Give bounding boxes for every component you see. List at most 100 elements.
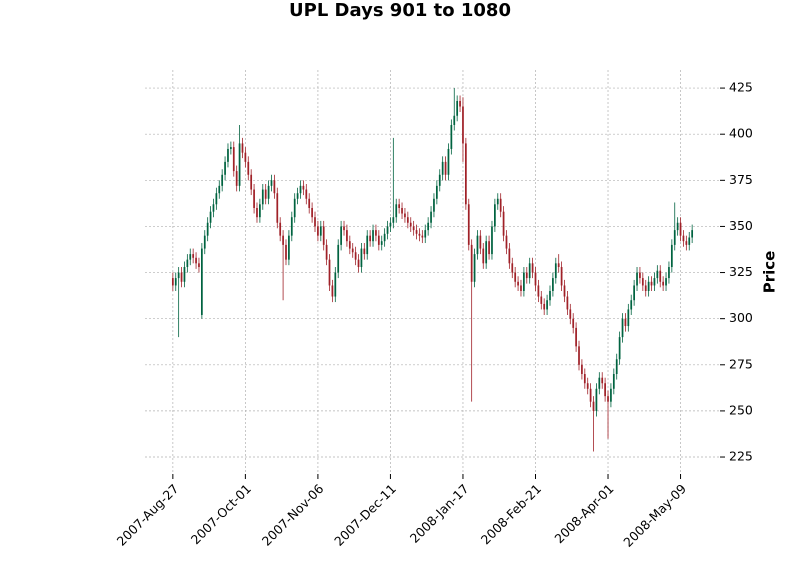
candle-body [215, 193, 218, 205]
candle-body [354, 252, 357, 260]
candle-body [386, 226, 389, 234]
candle-body [639, 272, 641, 279]
candle-body [427, 222, 430, 231]
candle-body [317, 226, 319, 236]
candle-body [618, 337, 621, 360]
candle-body [578, 346, 580, 365]
candle-body [357, 259, 360, 268]
candle-body [235, 171, 238, 186]
candle-body [375, 230, 377, 236]
candle-body [200, 248, 203, 315]
candle-body [438, 174, 441, 186]
candle-body [554, 263, 557, 279]
candle-body [479, 235, 482, 249]
candle-body [430, 211, 432, 223]
chart-title: UPL Days 901 to 1080 [289, 0, 511, 21]
candle-body [395, 204, 398, 218]
candle-body [441, 161, 444, 175]
candle-body [183, 267, 186, 282]
candle-body [525, 272, 528, 279]
candle-body [662, 281, 665, 286]
candle-body [421, 235, 424, 238]
candle-body [189, 254, 192, 260]
candle-body [621, 318, 624, 338]
candle-body [485, 241, 488, 264]
candle-body [346, 230, 348, 242]
candle-body [444, 161, 447, 175]
y-tick-label: 250 [729, 402, 753, 417]
candle-body [282, 235, 284, 245]
candle-body [424, 230, 427, 238]
candle-body [195, 257, 197, 264]
candle-body [415, 230, 418, 234]
candle-body [514, 272, 517, 282]
candle-body [435, 185, 438, 199]
y-tick-label: 375 [729, 172, 753, 187]
candle-body [668, 267, 670, 279]
candle-body [459, 100, 461, 107]
candle-body [627, 309, 630, 327]
candle-body [230, 147, 232, 149]
candle-body [328, 259, 331, 286]
y-tick-label: 275 [729, 356, 753, 371]
x-tick-label: 2008-Feb-21 [478, 481, 544, 547]
candle-body [467, 204, 470, 245]
candle-body [238, 143, 241, 186]
candle-body [273, 180, 276, 194]
candle-body [192, 254, 195, 258]
candle-body [293, 198, 296, 218]
candle-body [691, 230, 694, 238]
candle-body [583, 374, 586, 384]
candle-body [351, 248, 354, 253]
x-tick-label: 2008-Jan-17 [407, 481, 472, 546]
candle-body [224, 161, 226, 175]
candle-body [659, 270, 662, 282]
candle-body [566, 296, 569, 310]
candle-body [325, 244, 328, 260]
candle-body [270, 180, 273, 186]
candle-body [174, 278, 177, 286]
y-tick-label: 425 [729, 80, 753, 95]
candle-body [644, 285, 647, 292]
candle-body [380, 241, 383, 245]
candle-body [256, 207, 258, 218]
candle-body [676, 222, 679, 231]
candle-body [543, 303, 546, 310]
candle-body [470, 244, 473, 282]
candle-body [520, 285, 522, 292]
candle-body [508, 248, 511, 264]
candle-body [653, 278, 656, 286]
candle-body [560, 267, 563, 286]
candle-body [511, 263, 514, 273]
candle-body [494, 204, 496, 227]
candle-body [473, 254, 476, 282]
candle-body [670, 244, 673, 268]
candle-body [261, 189, 264, 205]
y-tick-label: 300 [729, 310, 753, 325]
candle-body [456, 100, 459, 116]
candle-body [636, 272, 638, 286]
candle-body [595, 388, 598, 411]
candle-body [285, 244, 287, 260]
candle-body [209, 211, 212, 223]
candle-body [377, 235, 380, 245]
candle-body [337, 244, 340, 273]
candle-body [610, 388, 612, 402]
candle-body [227, 148, 229, 162]
x-tick-label: 2008-May-09 [620, 481, 689, 550]
candle-body [206, 222, 209, 236]
candle-body [180, 272, 183, 282]
candle-body [604, 383, 606, 397]
candle-body [592, 401, 595, 411]
candle-body [250, 174, 253, 190]
candle-body [241, 143, 244, 153]
candle-body [221, 174, 224, 186]
x-tick-label: 2008-Apr-01 [551, 481, 616, 546]
candle-body [453, 115, 456, 125]
candle-body [218, 185, 221, 194]
candle-body [198, 263, 200, 268]
candle-body [447, 148, 450, 175]
candle-body [491, 226, 493, 255]
candle-body [290, 217, 293, 236]
